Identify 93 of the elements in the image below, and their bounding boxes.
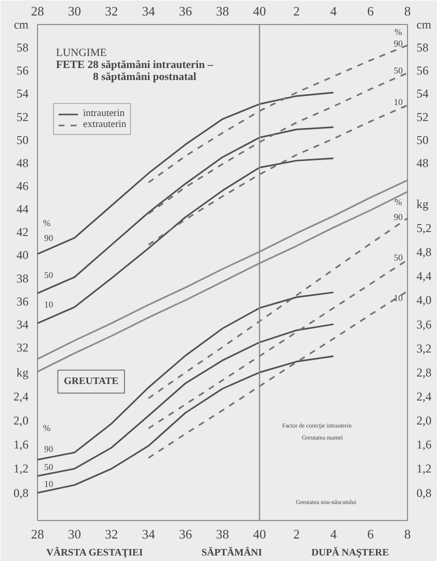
y-tick-label: 32: [16, 340, 28, 354]
annotation: %: [394, 197, 402, 208]
line-series: [148, 104, 408, 246]
annotation: 50: [394, 66, 404, 76]
y-tick-label: 48: [16, 156, 28, 170]
category-label: 30: [68, 526, 81, 542]
y-tick-label: 52: [16, 110, 28, 124]
y-tick-label: 50: [16, 132, 28, 147]
y3-tick-label: 3,2: [416, 341, 432, 356]
annotation: 50: [44, 462, 54, 472]
y-tick-label: 46: [16, 178, 28, 193]
y-tick-label: 56: [16, 64, 28, 78]
y-tick-label: 54: [16, 86, 28, 101]
line-series: [38, 126, 334, 294]
line-series: [148, 290, 408, 459]
y2-tick-label: 58: [416, 40, 428, 55]
text: VÂRSTA GESTAŢIEI: [46, 546, 143, 558]
category-label: 4: [330, 526, 337, 542]
legend-label: intrauterin: [83, 108, 125, 119]
category-label: 6: [367, 526, 374, 542]
x-tick-label: 38: [216, 4, 229, 18]
category-label: 34: [142, 526, 155, 542]
x-tick-label: 40: [253, 4, 266, 18]
y3-tick-label: 3,6: [416, 317, 432, 332]
text: kg: [416, 196, 428, 211]
annotation: %: [394, 26, 402, 37]
y2-axis-title: cm: [416, 18, 432, 32]
y2-tick-label: 48: [416, 156, 428, 170]
text: 1,2: [14, 462, 28, 476]
annotation: %: [43, 423, 51, 434]
x-axis-title: SĂPTĂMÂNI: [201, 546, 262, 558]
y3-tick-label: 5,2: [416, 220, 432, 235]
annotation: 90: [44, 232, 54, 243]
text: 40: [253, 526, 266, 542]
x-tick-label: 2: [293, 4, 300, 18]
y-tick-label: 36: [16, 294, 28, 308]
line-series: [148, 259, 408, 430]
annotation: %: [43, 218, 51, 228]
y-tick-label: 40: [16, 248, 28, 262]
annotation: 50: [394, 252, 404, 263]
x-tick-label: 6: [367, 4, 374, 18]
annotation: 90: [44, 444, 54, 454]
legend-label: extrauterin: [83, 119, 126, 130]
text: LUNGIME: [56, 46, 107, 59]
x-tick-label: 30: [68, 4, 81, 18]
text: 2,4: [14, 390, 28, 404]
y-tick-label: 38: [16, 271, 28, 286]
y-tick-label: 34: [16, 317, 28, 332]
category-label: 8: [404, 526, 411, 542]
text: DUPĂ NAŞTERE: [311, 546, 390, 558]
text: FETE 28 săptămâni intrauterin – 8 săptămâni postnatal: [56, 59, 214, 84]
x-tick-label: 34: [142, 4, 156, 18]
y3-tick-label: 2,8: [416, 365, 432, 380]
annotation: 10: [394, 292, 404, 303]
text: 0,8: [14, 486, 28, 500]
y-tick-label: 42: [16, 225, 28, 240]
annotation: 90: [394, 38, 404, 48]
annotation: 10: [394, 96, 404, 107]
y3-tick-label: 1,6: [416, 438, 432, 452]
text: 2,0: [14, 414, 28, 428]
y3-tick-label: 4,4: [416, 269, 432, 284]
y-tick-label: 44: [16, 202, 28, 216]
category-label: 28: [31, 526, 44, 542]
y2-tick-label: 50: [416, 132, 428, 147]
y3-tick-label: 1,2: [416, 462, 432, 476]
x-tick-label: 4: [330, 4, 338, 18]
annotation: 50: [44, 270, 54, 280]
category-label: 2: [293, 526, 300, 542]
y-axis-title: cm: [14, 18, 30, 32]
x-tick-label: 36: [179, 4, 192, 18]
y3-tick-label: 4,8: [416, 245, 432, 260]
y2-tick-label: 56: [416, 64, 428, 78]
y2-tick-label: 52: [416, 110, 428, 124]
y3-tick-label: 4,0: [416, 293, 432, 308]
annotation: GREUTATE: [64, 376, 119, 388]
y3-tick-label: 0,8: [416, 486, 432, 500]
line-series: [38, 92, 334, 255]
annotation: 90: [394, 212, 404, 222]
x-tick-label: 8: [404, 4, 411, 18]
y3-axis-title: kg: [16, 365, 28, 380]
line-series: [38, 158, 334, 324]
annotation: 10: [44, 478, 54, 489]
y3-tick-label: 2,4: [416, 390, 432, 404]
category-label: 38: [216, 526, 229, 542]
category-label: 36: [179, 526, 192, 542]
y-tick-label: 58: [16, 40, 28, 55]
y2-tick-label: 54: [416, 86, 428, 101]
x-tick-label: 32: [105, 4, 118, 18]
category-label: 32: [105, 526, 118, 542]
x-tick-label: 28: [31, 4, 44, 18]
y3-tick-label: 2,0: [416, 414, 432, 428]
text: 1,6: [14, 438, 28, 452]
annotation: 10: [44, 300, 54, 310]
